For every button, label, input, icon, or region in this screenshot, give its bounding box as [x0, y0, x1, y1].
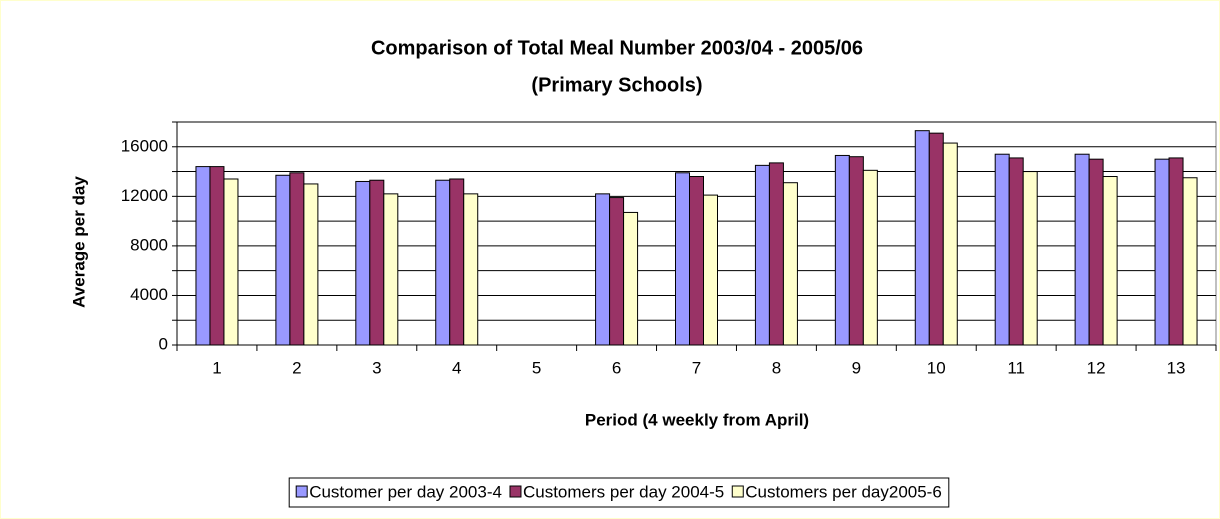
- bar: [1102, 176, 1118, 346]
- legend-label: Customers per day 2004-5: [523, 482, 724, 501]
- bar: [1074, 153, 1090, 346]
- bar: [435, 179, 451, 346]
- x-tick-label: 5: [532, 358, 541, 377]
- legend-label: Customers per day2005-6: [745, 482, 942, 501]
- x-tick-label: 6: [612, 358, 621, 377]
- bar: [768, 162, 784, 346]
- bar: [834, 154, 850, 346]
- bar: [689, 176, 704, 346]
- bar: [848, 156, 864, 346]
- bar: [782, 182, 798, 346]
- bar: [914, 130, 930, 346]
- y-tick-label: 12000: [121, 186, 168, 205]
- x-tick-label: 10: [927, 358, 946, 377]
- legend-swatch: [295, 485, 308, 498]
- x-tick-label: 9: [852, 358, 861, 377]
- bar: [275, 174, 291, 346]
- y-tick-label: 4000: [130, 285, 168, 304]
- bar: [1022, 171, 1038, 346]
- x-tick-label: 11: [1007, 358, 1025, 377]
- bar: [463, 193, 479, 346]
- x-tick-label: 8: [772, 358, 781, 377]
- x-tick-label: 13: [1167, 358, 1186, 377]
- x-tick-label: 3: [372, 358, 381, 377]
- bar: [595, 193, 611, 346]
- bar: [303, 183, 319, 346]
- bar: [994, 153, 1010, 346]
- bar: [449, 178, 465, 346]
- bar: [609, 197, 625, 346]
- bar: [209, 166, 225, 346]
- bar: [754, 164, 770, 346]
- bar: [1168, 157, 1184, 346]
- bar: [928, 132, 944, 346]
- bar: [289, 172, 305, 346]
- legend-label: Customer per day 2003-4: [309, 482, 502, 501]
- y-tick-label: 16000: [121, 136, 168, 155]
- x-tick-label: 12: [1087, 358, 1106, 377]
- x-tick-label: 2: [292, 358, 301, 377]
- x-tick-label: 7: [692, 358, 701, 377]
- bar: [942, 142, 958, 346]
- bar: [223, 178, 239, 346]
- bar: [1182, 177, 1198, 346]
- x-tick-label: 4: [452, 358, 461, 377]
- legend-swatch: [509, 485, 522, 498]
- bar: [195, 166, 211, 346]
- bar: [623, 211, 639, 346]
- bar: [369, 179, 385, 346]
- y-tick-label: 0: [159, 334, 168, 353]
- chart-title: (Primary Schools): [531, 74, 702, 96]
- y-axis-label: Average per day: [69, 176, 88, 308]
- y-tick-label: 8000: [130, 235, 168, 254]
- legend: [288, 477, 950, 508]
- legend-swatch: [731, 485, 744, 498]
- bar: [355, 180, 371, 346]
- bar: [703, 194, 718, 346]
- x-axis-label: Period (4 weekly from April): [585, 410, 809, 429]
- bar: [862, 169, 878, 346]
- bar: [1088, 158, 1104, 346]
- chart-title: Comparison of Total Meal Number 2003/04 …: [371, 37, 863, 59]
- bar: [383, 193, 399, 346]
- bar: [1008, 157, 1024, 346]
- bar: [675, 172, 690, 346]
- bar: [1154, 158, 1170, 346]
- x-tick-label: 1: [212, 358, 221, 377]
